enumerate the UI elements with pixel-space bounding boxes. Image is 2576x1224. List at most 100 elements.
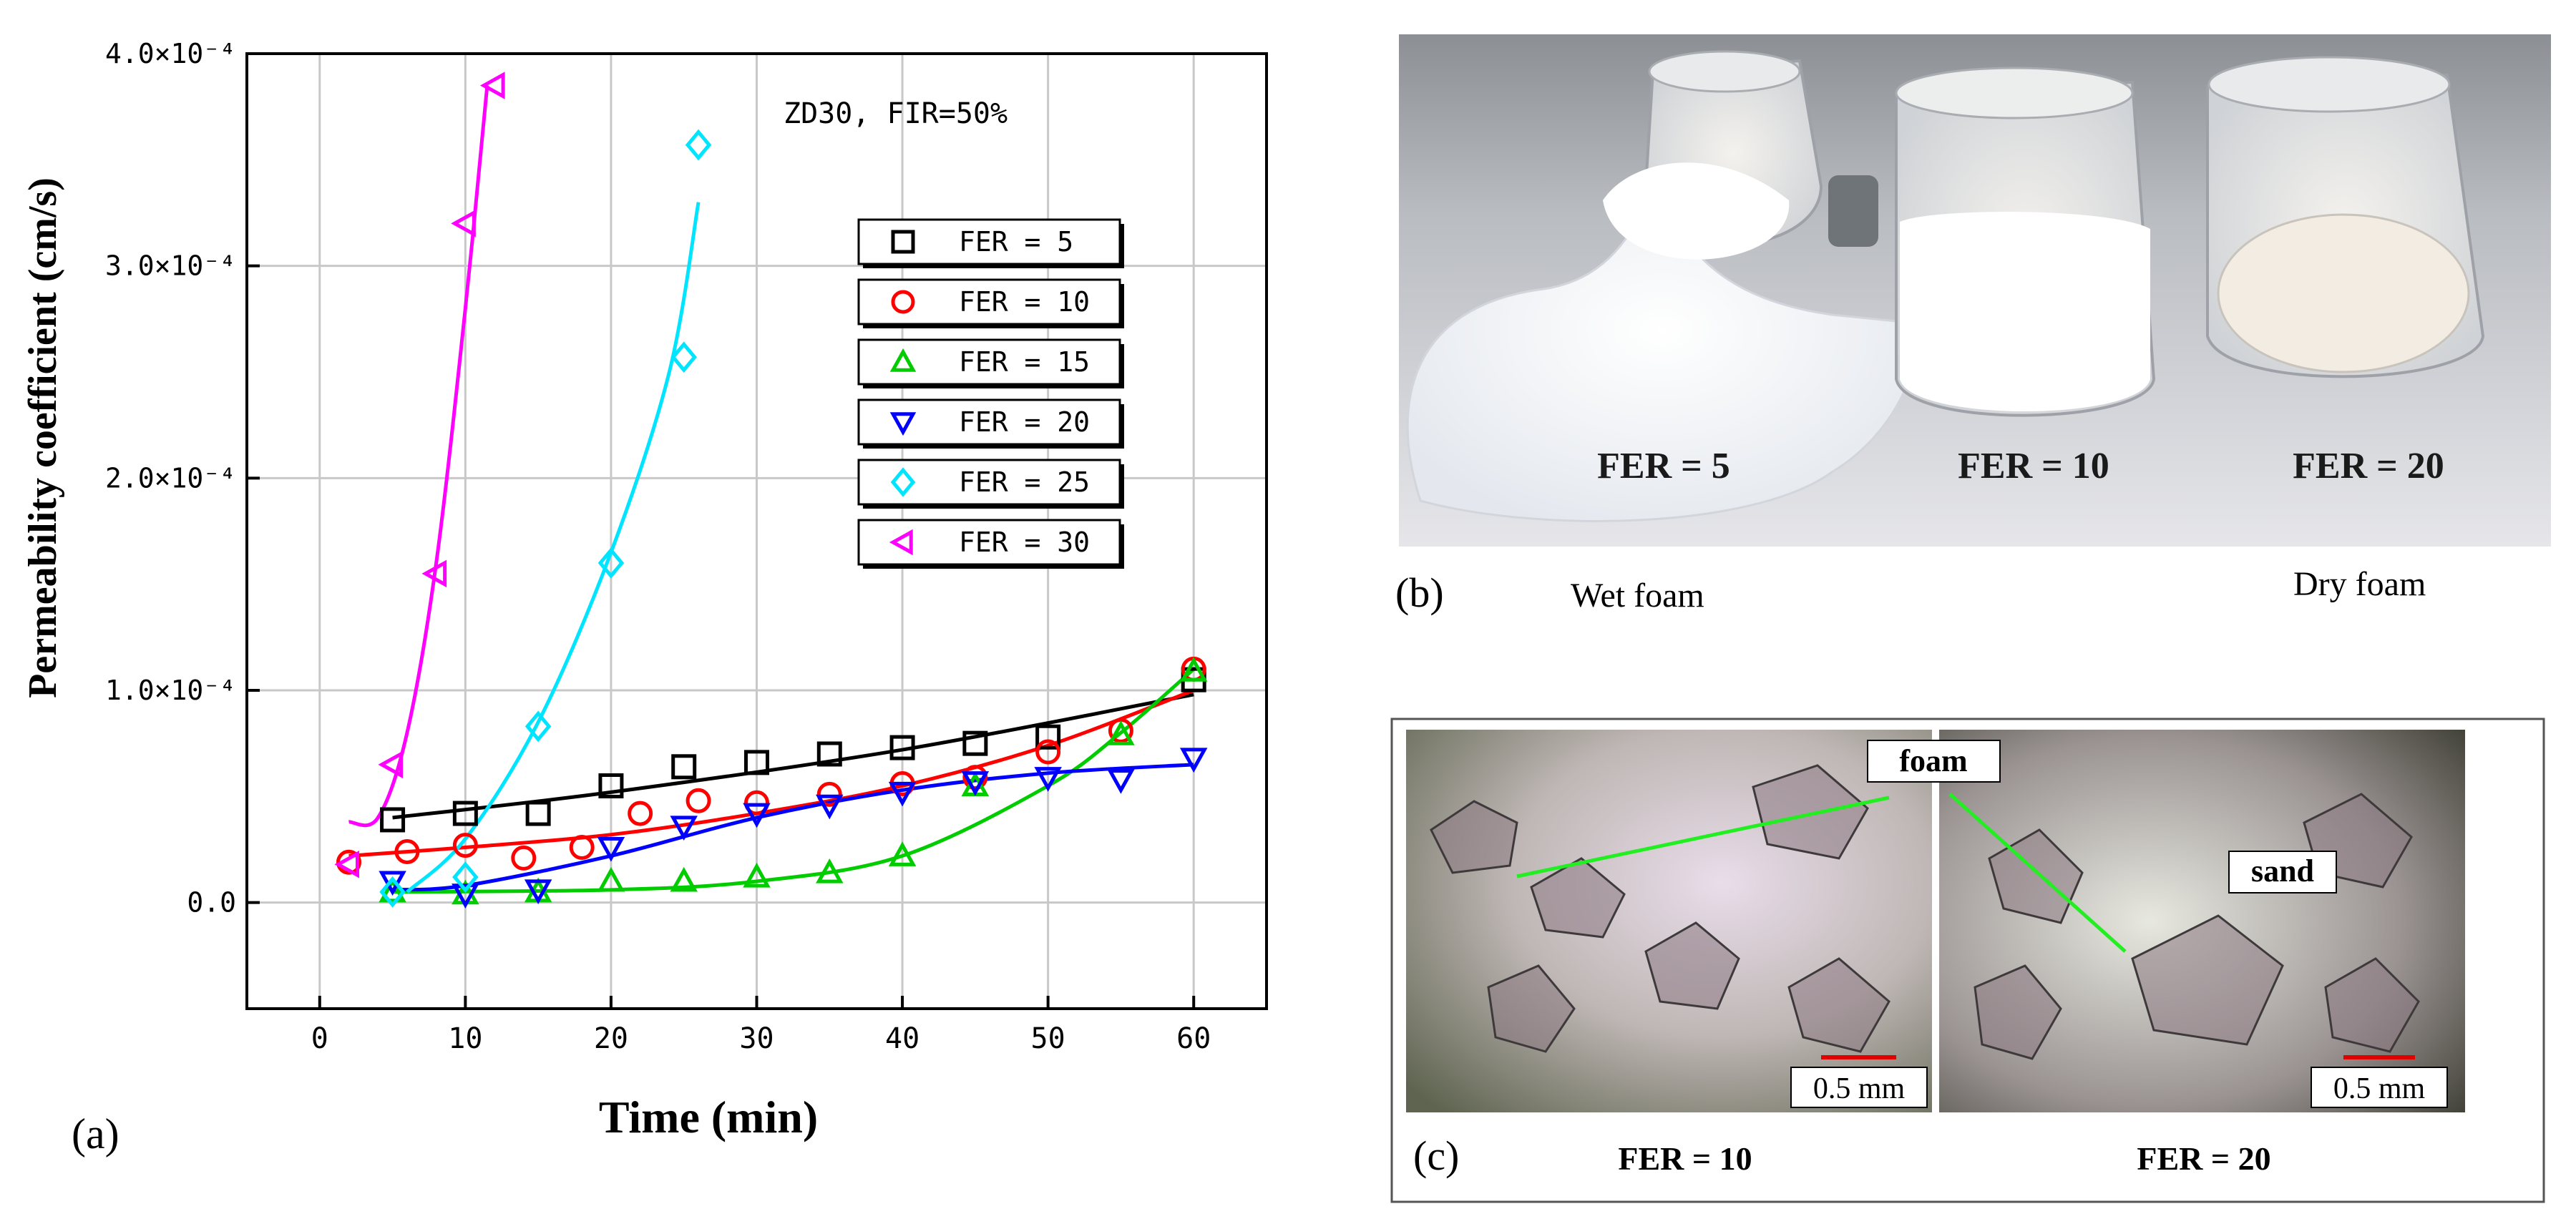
data-point <box>816 794 844 820</box>
panel-c-label: (c) <box>1413 1132 1459 1179</box>
connector <box>1828 175 1878 247</box>
data-point <box>378 750 404 779</box>
legend-box <box>857 278 1121 325</box>
data-point <box>452 861 479 893</box>
data-point <box>686 788 711 813</box>
sand-callout-box <box>2228 851 2337 893</box>
cup-label-3: FER = 20 <box>2293 446 2444 486</box>
dry-foam-caption: Dry foam <box>2293 565 2426 603</box>
legend-label: FER = 30 <box>959 527 1090 558</box>
data-point <box>569 835 595 861</box>
legend-box <box>857 519 1121 566</box>
x-tick-label: 0 <box>311 1022 328 1055</box>
axis-ticks: 0 10 20 30 40 50 60 0.0 1.0×10⁻⁴ 2.0×10⁻⁴ 3.0×10⁻⁴… <box>105 38 1211 1055</box>
legend-box <box>857 338 1121 386</box>
data-point <box>816 781 842 807</box>
scale-label-left: 0.5 mm <box>1813 1072 1906 1105</box>
legend-label: FER = 10 <box>959 286 1090 318</box>
y-tick-label: 2.0×10⁻⁴ <box>105 462 236 494</box>
foam-pointer-right <box>1948 793 2127 953</box>
sand-callout: sand <box>2251 853 2314 888</box>
fit-curve <box>348 85 489 828</box>
x-axis-label: Time (min) <box>599 1092 818 1142</box>
y-tick-label: 4.0×10⁻⁴ <box>105 38 236 69</box>
data-point <box>379 871 406 896</box>
legend-label: FER = 15 <box>959 346 1090 378</box>
fit-curve <box>392 692 1194 820</box>
panel-a-label: (a) <box>72 1110 119 1157</box>
y-axis-label: Permeability coefficient (cm/s) <box>21 177 65 698</box>
legend-label: FER = 20 <box>959 406 1090 438</box>
scale-label-left-box <box>1790 1067 1928 1108</box>
data-point <box>1108 718 1133 743</box>
legend-marker <box>889 348 917 372</box>
data-point <box>670 341 697 373</box>
data-point <box>525 710 552 743</box>
data-point <box>451 210 476 238</box>
x-tick-label: 20 <box>594 1022 628 1055</box>
data-point <box>511 845 537 871</box>
y-tick-label: 1.0×10⁻⁴ <box>105 675 236 706</box>
data-point <box>598 773 624 798</box>
data-point <box>670 816 698 841</box>
y-tick-label: 0.0 <box>187 887 236 919</box>
data-point <box>1035 739 1061 765</box>
data-point <box>379 876 406 908</box>
cup-fer-10 <box>1895 67 2156 417</box>
data-point <box>597 837 625 862</box>
micrograph-left <box>1406 730 1932 1112</box>
data-point <box>524 879 552 905</box>
x-tick-label: 50 <box>1031 1022 1065 1055</box>
sand-grains <box>1430 764 2420 1060</box>
foam-callout: foam <box>1899 743 1967 778</box>
data-point <box>1179 748 1208 773</box>
data-point <box>743 803 771 828</box>
legend-box <box>857 459 1121 506</box>
data-point <box>744 750 769 775</box>
legend-marker <box>890 467 916 497</box>
legend-marker <box>891 290 915 314</box>
foam-callout-box <box>1867 740 2001 783</box>
fit-curve <box>406 202 701 893</box>
data-point <box>628 801 653 826</box>
scale-label-right: 0.5 mm <box>2333 1072 2426 1105</box>
data-point <box>597 547 625 579</box>
cup-fer-5 <box>1603 50 1823 260</box>
data-point <box>479 72 505 99</box>
data-point <box>744 790 769 816</box>
x-tick-label: 60 <box>1176 1022 1211 1055</box>
panel-c: foam sand 0.5 mm 0.5 mm (c) FER = 10 FER… <box>1390 718 2545 1203</box>
x-tick-label: 40 <box>885 1022 919 1055</box>
data-point <box>889 735 915 760</box>
cup-label-1: FER = 5 <box>1597 446 1730 486</box>
data-point <box>336 849 361 875</box>
legend-marker <box>889 529 913 556</box>
data-point <box>452 833 478 858</box>
fit-curve <box>392 763 1194 892</box>
data-point <box>525 801 551 826</box>
data-point <box>334 851 359 878</box>
data-points <box>334 72 1208 909</box>
data-point <box>452 883 479 909</box>
data-point <box>1107 720 1135 745</box>
x-tick-label: 10 <box>448 1022 482 1055</box>
caption-fer-10: FER = 10 <box>1618 1140 1752 1177</box>
data-point <box>597 866 625 892</box>
data-point <box>1107 769 1135 794</box>
data-point <box>743 862 771 888</box>
legend: FER = 5 FER = 10 FER = 15 FER = 20 FER = 25 F… <box>857 218 1124 569</box>
legend-label: FER = 25 <box>959 466 1090 498</box>
data-point <box>816 741 842 767</box>
panel-b-label: (b) <box>1395 569 1444 616</box>
cup-fer-20 <box>2206 56 2485 378</box>
panel-b: FER = 5 FER = 10 FER = 20 (b) Wet foam D… <box>1395 34 2551 616</box>
scale-label-right-box <box>2311 1067 2448 1108</box>
data-point <box>816 858 844 883</box>
legend-label: FER = 5 <box>959 226 1073 258</box>
data-point <box>380 807 406 833</box>
data-point <box>671 754 697 780</box>
data-point <box>888 841 917 866</box>
panel-a: 0 10 20 30 40 50 60 0.0 1.0×10⁻⁴ 2.0×10⁻⁴ 3.0×10⁻⁴… <box>21 38 1268 1157</box>
cup-label-2: FER = 10 <box>1958 446 2109 486</box>
